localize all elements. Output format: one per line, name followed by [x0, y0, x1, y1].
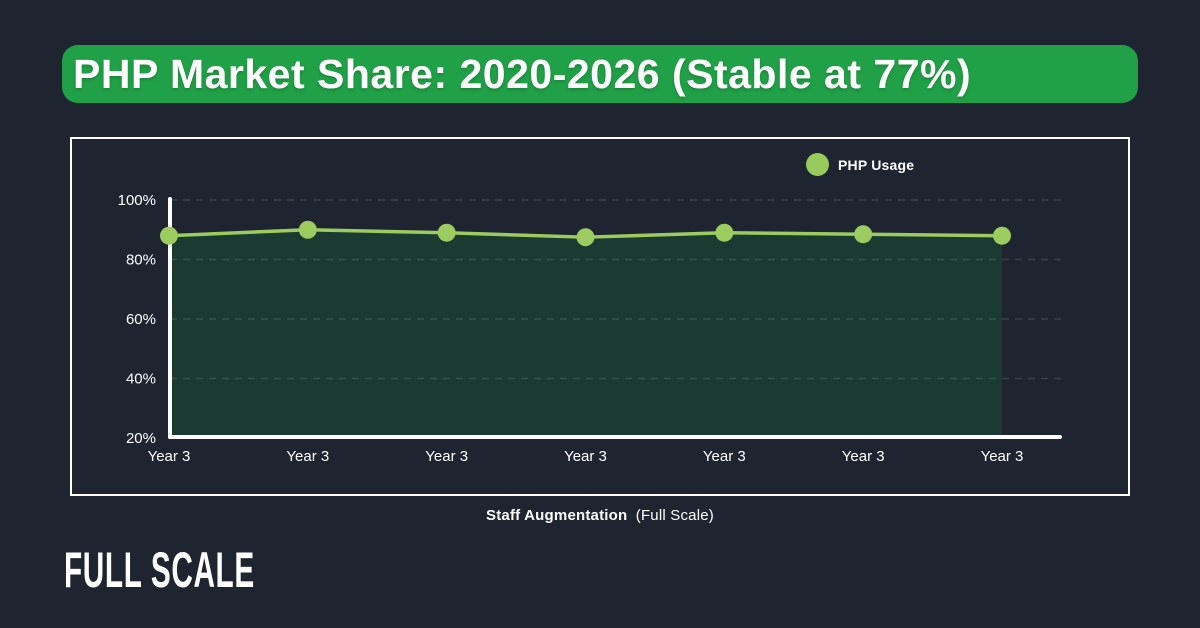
x-tick-label: Year 3	[148, 448, 191, 465]
x-tick-label: Year 3	[703, 448, 746, 465]
data-point	[160, 226, 178, 245]
data-point	[993, 226, 1011, 245]
x-tick-label: Year 3	[564, 448, 607, 465]
area-fill	[169, 229, 1002, 435]
line-chart-svg: 100%80%60%40%20%Year 3 Year 3 Year 3 Year 3…	[118, 192, 1062, 465]
y-tick-label: 80%	[126, 252, 156, 269]
x-tick-label: Year 3	[981, 448, 1024, 465]
data-point	[437, 223, 456, 242]
y-tick-label: 60%	[126, 311, 156, 328]
title-banner: PHP Market Share: 2020-2026 (Stable at 7…	[62, 45, 1138, 103]
x-tick-label: Year 3	[425, 448, 468, 465]
chart-legend: PHP Usage	[806, 153, 914, 176]
y-tick-label: 40%	[126, 371, 156, 388]
legend-dot-icon	[806, 153, 829, 176]
data-point	[298, 220, 317, 239]
caption-source-detail: (Full Scale)	[635, 507, 714, 524]
y-axis-line	[168, 197, 172, 439]
y-tick-label: 100%	[118, 192, 156, 209]
fullscale-logo: FULL SCALE	[64, 542, 255, 599]
x-tick-label: Year 3	[842, 448, 885, 465]
chart-caption: Staff Augmentation (Full Scale)	[0, 507, 1200, 524]
data-point	[576, 228, 595, 247]
caption-source-name: Staff Augmentation	[486, 507, 628, 524]
legend-label: PHP Usage	[838, 156, 915, 173]
x-axis-line	[168, 435, 1062, 439]
data-point	[854, 225, 873, 244]
y-tick-label: 20%	[126, 430, 156, 447]
chart-frame: 100% 80% 60% 40% 20% Year 3 Year 3 Year 3 Year 3…	[70, 137, 1130, 496]
x-tick-label: Year 3	[286, 448, 329, 465]
data-point	[715, 223, 734, 242]
chart-title: PHP Market Share: 2020-2026 (Stable at 7…	[73, 50, 972, 97]
